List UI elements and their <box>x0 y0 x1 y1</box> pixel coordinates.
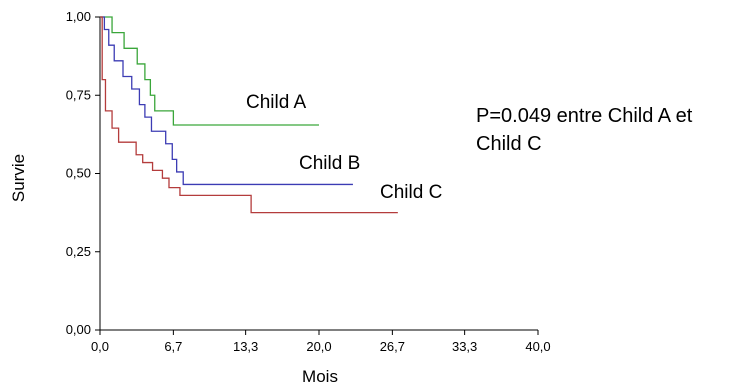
x-tick-label: 40,0 <box>525 339 550 354</box>
x-tick-label: 0,0 <box>91 339 109 354</box>
y-axis-title: Survie <box>9 154 28 202</box>
y-axis-ticks: 0,00 0,25 0,50 0,75 1,00 <box>66 9 100 337</box>
series-label-child-c: Child C <box>380 182 442 203</box>
x-axis-ticks: 0,0 6,7 13,3 20,0 26,7 33,3 40,0 <box>91 330 551 354</box>
y-tick-label: 0,00 <box>66 322 91 337</box>
series-lines <box>100 16 398 214</box>
y-tick-label: 1,00 <box>66 9 91 24</box>
x-tick-label: 26,7 <box>380 339 405 354</box>
series-label-child-b: Child B <box>299 153 360 174</box>
y-tick-label: 0,25 <box>66 244 91 259</box>
series-line-child-a <box>100 16 319 126</box>
series-label-child-a: Child A <box>246 92 307 113</box>
p-value-annotation-line-1: P=0.049 entre Child A et <box>476 105 693 127</box>
y-tick-label: 0,75 <box>66 87 91 102</box>
y-tick-label: 0,50 <box>66 166 91 181</box>
series-line-child-c <box>100 16 398 214</box>
x-tick-label: 33,3 <box>452 339 477 354</box>
series-line-child-b <box>100 16 353 186</box>
x-axis-title: Mois <box>302 367 338 386</box>
x-tick-label: 13,3 <box>233 339 258 354</box>
x-tick-label: 6,7 <box>164 339 182 354</box>
p-value-annotation-line-2: Child C <box>476 133 542 155</box>
x-tick-label: 20,0 <box>306 339 331 354</box>
